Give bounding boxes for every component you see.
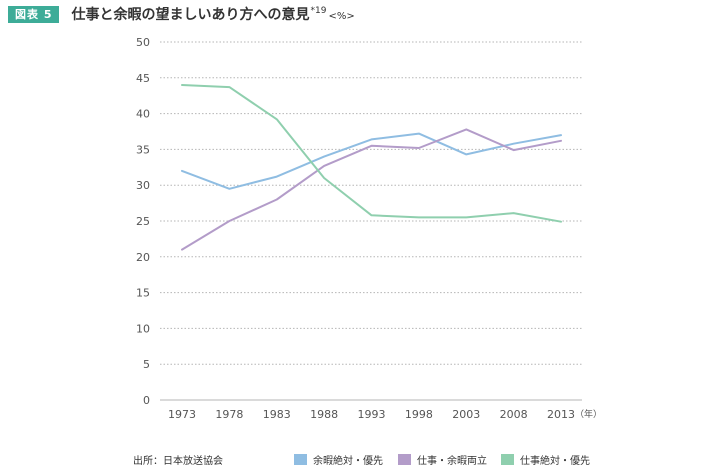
legend-swatch-1 — [294, 454, 307, 465]
y-tick-label-50: 50 — [136, 36, 150, 49]
chart-title: 仕事と余暇の望ましいあり方への意見*19 <%> — [71, 4, 354, 24]
legend-label-2: 仕事・余暇両立 — [417, 456, 487, 467]
figure-label-badge: 図表 5 — [8, 5, 60, 23]
x-tick-label-1998: 1998 — [405, 408, 433, 421]
legend-item-2: 仕事・余暇両立 — [398, 452, 487, 467]
y-tick-label-20: 20 — [136, 251, 150, 264]
x-tick-label-1983: 1983 — [263, 408, 291, 421]
y-tick-label-25: 25 — [136, 215, 150, 228]
series-line-1 — [181, 132, 562, 190]
figure-header: 図表 5 仕事と余暇の望ましいあり方への意見*19 <%> — [8, 3, 355, 25]
y-tick-label-45: 45 — [136, 72, 150, 85]
series-line-2 — [181, 128, 562, 251]
x-tick-label-2008: 2008 — [500, 408, 528, 421]
x-tick-label-1993: 1993 — [358, 408, 386, 421]
x-tick-label-1973: 1973 — [168, 408, 196, 421]
title-footnote-mark: *19 — [310, 6, 327, 17]
y-tick-label-35: 35 — [136, 143, 150, 156]
source-note: 出所：日本放送協会 — [133, 456, 223, 467]
y-tick-label-40: 40 — [136, 108, 150, 121]
legend-item-1: 余暇絶対・優先 — [294, 452, 383, 467]
legend-item-3: 仕事絶対・優先 — [501, 452, 590, 467]
x-axis-unit-label: （年） — [575, 408, 602, 420]
legend-swatch-2 — [398, 454, 411, 465]
legend-label-3: 仕事絶対・優先 — [520, 456, 590, 467]
series-line-3 — [181, 84, 562, 223]
y-tick-label-5: 5 — [143, 358, 150, 371]
legend-label-1: 余暇絶対・優先 — [313, 456, 383, 467]
x-tick-label-1988: 1988 — [310, 408, 338, 421]
y-tick-label-0: 0 — [143, 394, 150, 407]
y-tick-label-10: 10 — [136, 322, 150, 335]
x-tick-label-2003: 2003 — [452, 408, 480, 421]
title-unit: <%> — [328, 11, 355, 22]
x-tick-label-2013: 2013 — [547, 408, 575, 421]
legend-swatch-3 — [501, 454, 514, 465]
y-tick-label-30: 30 — [136, 179, 150, 192]
y-tick-label-15: 15 — [136, 287, 150, 300]
chart-title-text: 仕事と余暇の望ましいあり方への意見 — [71, 7, 310, 23]
x-tick-label-1978: 1978 — [215, 408, 243, 421]
